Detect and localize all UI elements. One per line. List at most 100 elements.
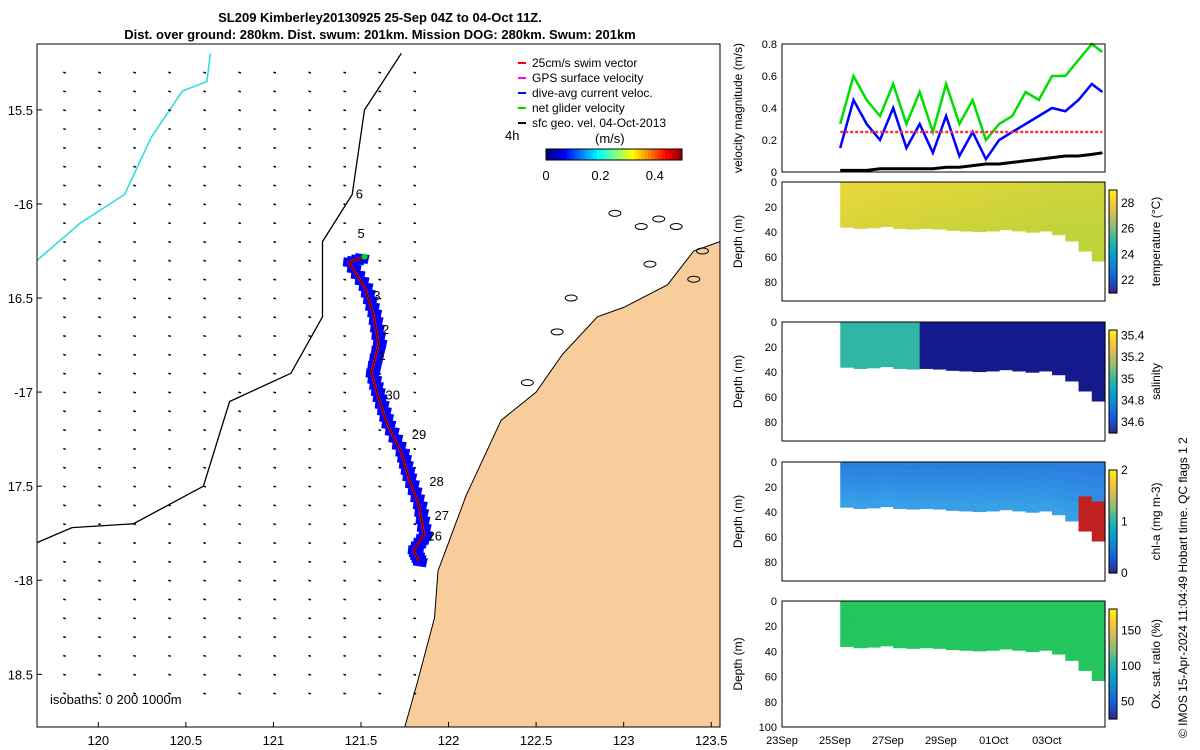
profile-cell — [972, 478, 987, 488]
track-day-label: 5 — [357, 226, 364, 241]
profile-cell — [919, 205, 934, 214]
surface-velocity-arrow — [238, 240, 242, 244]
profile-cell — [840, 484, 855, 493]
profile-cell — [919, 329, 934, 339]
map-colorbar-cell — [651, 149, 656, 160]
profile-cell — [1012, 625, 1027, 635]
surface-velocity-arrow — [413, 71, 417, 74]
map-colorbar-cell — [566, 149, 571, 160]
surface-velocity-arrow — [238, 485, 242, 488]
profile-cell — [1052, 609, 1066, 620]
surface-velocity-arrow — [343, 109, 347, 112]
surface-velocity-arrow — [308, 466, 312, 469]
profile-colorbar-cell — [1109, 343, 1117, 348]
legend-entry: net glider velocity — [532, 101, 625, 115]
profile-cell — [893, 360, 908, 369]
depth-tick-label: 0 — [771, 177, 777, 189]
profile-cell — [959, 462, 974, 471]
surface-velocity-arrow — [63, 259, 66, 262]
profile-cell — [1012, 641, 1027, 651]
profile-cell — [1038, 190, 1053, 199]
surface-velocity-arrow — [343, 297, 347, 300]
surface-velocity-arrow — [238, 372, 242, 375]
profile-colorbar-cell — [1109, 562, 1117, 567]
surface-velocity-arrow — [308, 71, 312, 74]
profile-colorbar-cell — [1109, 251, 1117, 256]
profile-cell — [946, 486, 960, 495]
surface-velocity-arrow — [343, 316, 347, 319]
map-colorbar-cell — [617, 149, 622, 160]
island-outline — [669, 223, 683, 231]
surface-velocity-arrow — [168, 71, 172, 74]
profile-colorbar-cell — [1109, 642, 1117, 647]
profile-colorbar-cell — [1109, 500, 1117, 505]
surface-velocity-arrow — [238, 466, 242, 469]
profile-colorbar-cell — [1109, 548, 1117, 553]
surface-velocity-arrow — [308, 146, 312, 149]
profile-cell — [946, 625, 960, 634]
profile-cell — [879, 469, 894, 478]
profile-cell — [946, 198, 960, 207]
profile-cell — [972, 486, 987, 496]
profile-colorbar-cell — [1109, 667, 1117, 672]
time-axis-label: 01Oct — [979, 735, 1008, 747]
surface-velocity-arrow — [63, 222, 66, 225]
profile-colorbar-cell — [1109, 473, 1117, 478]
surface-velocity-arrow — [238, 654, 242, 658]
depth-tick-label: 80 — [765, 277, 777, 289]
profile-cell — [985, 338, 1000, 348]
profile-cell — [853, 477, 868, 486]
profile-cell — [1091, 387, 1106, 402]
surface-velocity-arrow — [98, 259, 102, 262]
profile-cell — [1078, 193, 1093, 206]
surface-velocity-arrow — [168, 240, 172, 244]
profile-cell — [893, 212, 908, 222]
profile-cell — [1065, 231, 1080, 242]
profile-cell — [1078, 624, 1093, 637]
profile-colorbar-tick-label: 24 — [1121, 247, 1135, 261]
profile-cell — [946, 601, 960, 610]
track-day-label: 3 — [373, 288, 380, 303]
profile-cell — [959, 206, 974, 216]
profile-cell — [999, 469, 1013, 479]
profile-colorbar-cell — [1109, 258, 1117, 263]
surface-velocity-arrow — [168, 485, 172, 488]
profile-cell — [866, 623, 881, 633]
profile-cell — [999, 361, 1013, 371]
profile-colorbar-cell — [1109, 262, 1117, 267]
surface-velocity-arrow — [308, 541, 312, 545]
surface-velocity-arrow — [98, 316, 102, 319]
profile-cell — [866, 360, 881, 369]
profile-cell — [1091, 247, 1106, 262]
surface-velocity-arrow — [168, 523, 172, 526]
profile-cell — [840, 197, 855, 206]
profile-colorbar-cell — [1109, 231, 1117, 236]
profile-cell — [1091, 335, 1106, 349]
surface-velocity-arrow — [98, 278, 102, 281]
profile-cell — [919, 189, 934, 199]
surface-velocity-arrow — [133, 353, 137, 356]
profile-colorbar-cell — [1109, 227, 1117, 232]
profile-cell — [999, 601, 1013, 610]
island-outline — [550, 328, 564, 336]
profile-cell — [840, 469, 855, 478]
profile-cell — [1052, 462, 1066, 472]
profile-colorbar-tick-label: 34.8 — [1121, 393, 1145, 407]
surface-velocity-arrow — [133, 504, 137, 507]
profile-cell — [879, 484, 894, 493]
profile-colorbar-tick-label: 2 — [1121, 463, 1128, 477]
profile-cell — [906, 608, 921, 618]
profile-cell — [999, 337, 1013, 347]
profile-cell — [1025, 198, 1040, 208]
profile-cell — [972, 601, 987, 610]
profile-cell — [972, 462, 987, 471]
surface-velocity-arrow — [413, 109, 417, 112]
profile-colorbar-cell — [1109, 559, 1117, 564]
surface-velocity-arrow — [133, 334, 137, 338]
time-axis-label: 23Sep — [766, 735, 798, 747]
surface-velocity-arrow — [238, 259, 242, 262]
profile-cell — [919, 352, 934, 362]
profile-cell — [1038, 601, 1053, 610]
profile-cell — [1025, 223, 1040, 233]
surface-velocity-arrow — [98, 504, 102, 507]
